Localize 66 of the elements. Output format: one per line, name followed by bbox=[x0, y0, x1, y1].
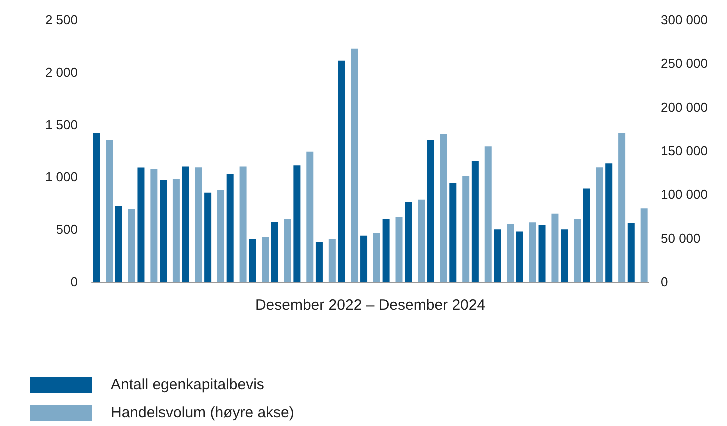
bar bbox=[172, 178, 180, 282]
bar bbox=[596, 168, 604, 282]
bar bbox=[396, 217, 403, 282]
bar bbox=[218, 190, 225, 282]
y-tick-label: 0 bbox=[70, 274, 78, 290]
bar bbox=[382, 219, 390, 282]
bar bbox=[507, 224, 514, 282]
bar bbox=[249, 239, 256, 282]
bar bbox=[306, 152, 314, 282]
y2-tick-label: 200 000 bbox=[661, 100, 708, 115]
bar bbox=[160, 180, 168, 282]
bar bbox=[182, 166, 190, 282]
y-tick-label: 1 500 bbox=[45, 117, 78, 132]
y-tick-label: 2 000 bbox=[45, 64, 78, 80]
bar bbox=[472, 161, 479, 282]
y-tick-label: 2 500 bbox=[45, 12, 78, 28]
bar bbox=[606, 164, 613, 282]
bar bbox=[427, 140, 434, 282]
bar bbox=[316, 242, 323, 282]
x-axis-title: Desember 2022 – Desember 2024 bbox=[255, 297, 486, 314]
bar bbox=[328, 239, 336, 282]
bar bbox=[618, 134, 626, 282]
bar bbox=[150, 169, 158, 282]
bar bbox=[294, 166, 301, 282]
bar bbox=[640, 208, 648, 282]
bar bbox=[516, 232, 524, 282]
bar bbox=[405, 202, 412, 282]
bar bbox=[494, 230, 502, 282]
y2-tick-label: 300 000 bbox=[661, 12, 708, 28]
bar bbox=[529, 222, 536, 282]
bar bbox=[226, 174, 234, 282]
bar bbox=[462, 176, 470, 282]
legend-label: Handelsvolum (høyre akse) bbox=[111, 404, 294, 422]
y-tick-label: 1 000 bbox=[45, 170, 78, 185]
y2-tick-label: 150 000 bbox=[661, 144, 708, 158]
bar bbox=[450, 183, 457, 282]
y2-tick-label: 0 bbox=[661, 274, 668, 290]
bar bbox=[128, 210, 136, 282]
bar bbox=[262, 237, 270, 282]
y2-tick-label: 100 000 bbox=[661, 187, 708, 202]
y-tick-label: 500 bbox=[56, 222, 78, 238]
bar bbox=[338, 60, 346, 282]
bar bbox=[195, 168, 202, 282]
bar bbox=[360, 236, 368, 282]
bar bbox=[574, 219, 581, 282]
bar bbox=[93, 133, 100, 282]
bar bbox=[204, 192, 212, 282]
bar bbox=[271, 222, 278, 282]
bar bbox=[583, 188, 590, 282]
bar bbox=[628, 223, 635, 282]
bar bbox=[418, 200, 426, 282]
bar bbox=[561, 230, 568, 282]
y2-tick-label: 250 000 bbox=[661, 56, 708, 72]
bar bbox=[115, 206, 122, 282]
bar bbox=[440, 134, 448, 282]
legend-label: Antall egenkapitalbevis bbox=[111, 376, 264, 394]
bar bbox=[484, 146, 492, 282]
bar bbox=[373, 233, 380, 282]
bar bbox=[538, 225, 546, 282]
bar bbox=[552, 214, 559, 282]
bar bbox=[138, 168, 145, 282]
bar bbox=[106, 140, 114, 282]
bar bbox=[351, 48, 358, 282]
y2-tick-label: 50 000 bbox=[661, 230, 701, 246]
bar bbox=[284, 219, 292, 282]
bar bbox=[240, 166, 247, 282]
